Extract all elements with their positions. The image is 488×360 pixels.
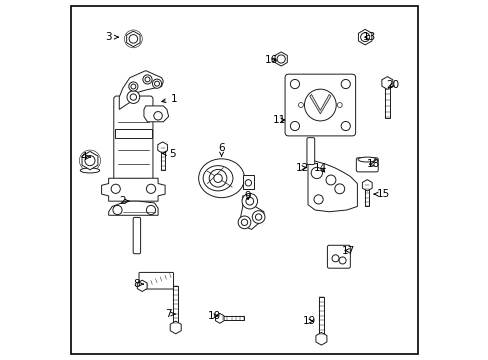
Circle shape — [310, 167, 322, 179]
Circle shape — [85, 156, 95, 166]
Text: 6: 6 — [218, 143, 224, 156]
Polygon shape — [307, 159, 357, 212]
Text: 5: 5 — [163, 149, 175, 158]
Circle shape — [245, 197, 253, 205]
Polygon shape — [102, 178, 165, 201]
FancyBboxPatch shape — [114, 96, 153, 199]
Polygon shape — [158, 142, 167, 153]
Polygon shape — [275, 52, 287, 66]
Text: 13: 13 — [363, 32, 376, 42]
Circle shape — [145, 77, 150, 82]
Circle shape — [154, 112, 162, 120]
Polygon shape — [239, 196, 264, 229]
Polygon shape — [82, 152, 98, 170]
Circle shape — [142, 75, 152, 84]
Text: 12: 12 — [295, 163, 309, 173]
Circle shape — [131, 84, 136, 89]
Circle shape — [252, 211, 264, 224]
Polygon shape — [137, 280, 147, 292]
Bar — [242, 175, 253, 189]
Polygon shape — [119, 71, 163, 109]
Text: 19: 19 — [303, 316, 316, 326]
Circle shape — [146, 184, 155, 193]
Circle shape — [277, 55, 285, 63]
Bar — [115, 129, 152, 138]
Bar — [365, 185, 368, 206]
FancyBboxPatch shape — [327, 245, 349, 268]
Polygon shape — [170, 321, 181, 334]
Ellipse shape — [203, 166, 232, 191]
Circle shape — [154, 81, 159, 86]
Polygon shape — [358, 30, 371, 45]
FancyBboxPatch shape — [356, 158, 377, 172]
Circle shape — [341, 80, 349, 89]
Ellipse shape — [80, 168, 100, 173]
Polygon shape — [143, 106, 168, 122]
Circle shape — [244, 180, 251, 186]
Text: 17: 17 — [341, 246, 354, 256]
Text: 9: 9 — [244, 191, 251, 201]
Polygon shape — [108, 201, 158, 215]
Text: 2: 2 — [119, 196, 129, 206]
Circle shape — [130, 94, 136, 100]
Circle shape — [360, 33, 369, 42]
Circle shape — [209, 170, 226, 187]
Circle shape — [331, 255, 338, 262]
Text: 14: 14 — [313, 163, 326, 173]
Circle shape — [129, 35, 137, 43]
Polygon shape — [381, 77, 392, 89]
Polygon shape — [315, 332, 326, 345]
Circle shape — [334, 184, 344, 194]
Text: 10: 10 — [207, 311, 221, 321]
Circle shape — [127, 91, 140, 103]
Circle shape — [146, 206, 155, 215]
Polygon shape — [215, 313, 224, 323]
Text: 7: 7 — [165, 309, 175, 319]
FancyBboxPatch shape — [306, 138, 314, 165]
Circle shape — [290, 121, 299, 131]
Text: 18: 18 — [366, 159, 379, 169]
Circle shape — [255, 214, 261, 220]
Text: 16: 16 — [264, 55, 277, 65]
Text: 8: 8 — [133, 279, 143, 289]
Text: 4: 4 — [81, 152, 90, 162]
Text: 3: 3 — [105, 32, 118, 42]
Circle shape — [304, 89, 336, 121]
Circle shape — [241, 219, 247, 225]
Circle shape — [113, 206, 122, 215]
Text: 15: 15 — [373, 189, 390, 199]
Ellipse shape — [198, 159, 244, 198]
Ellipse shape — [357, 157, 376, 162]
Bar — [173, 286, 178, 324]
Circle shape — [238, 216, 250, 229]
Polygon shape — [362, 180, 371, 191]
Circle shape — [337, 103, 342, 108]
Bar — [319, 297, 323, 335]
Circle shape — [242, 193, 257, 209]
Circle shape — [213, 174, 222, 183]
Circle shape — [128, 82, 138, 91]
FancyBboxPatch shape — [133, 217, 141, 254]
FancyBboxPatch shape — [285, 74, 355, 136]
Bar — [223, 316, 244, 320]
Polygon shape — [126, 31, 140, 47]
Bar — [385, 83, 389, 118]
Text: 1: 1 — [162, 94, 177, 104]
Text: 20: 20 — [386, 80, 398, 90]
Circle shape — [298, 103, 303, 108]
Circle shape — [325, 175, 335, 185]
Circle shape — [338, 257, 346, 264]
Circle shape — [152, 79, 161, 88]
Circle shape — [341, 121, 349, 131]
Circle shape — [111, 184, 120, 193]
Text: 11: 11 — [273, 115, 286, 125]
Bar — [160, 148, 164, 171]
Polygon shape — [309, 94, 330, 114]
Circle shape — [290, 80, 299, 89]
Circle shape — [313, 195, 323, 204]
